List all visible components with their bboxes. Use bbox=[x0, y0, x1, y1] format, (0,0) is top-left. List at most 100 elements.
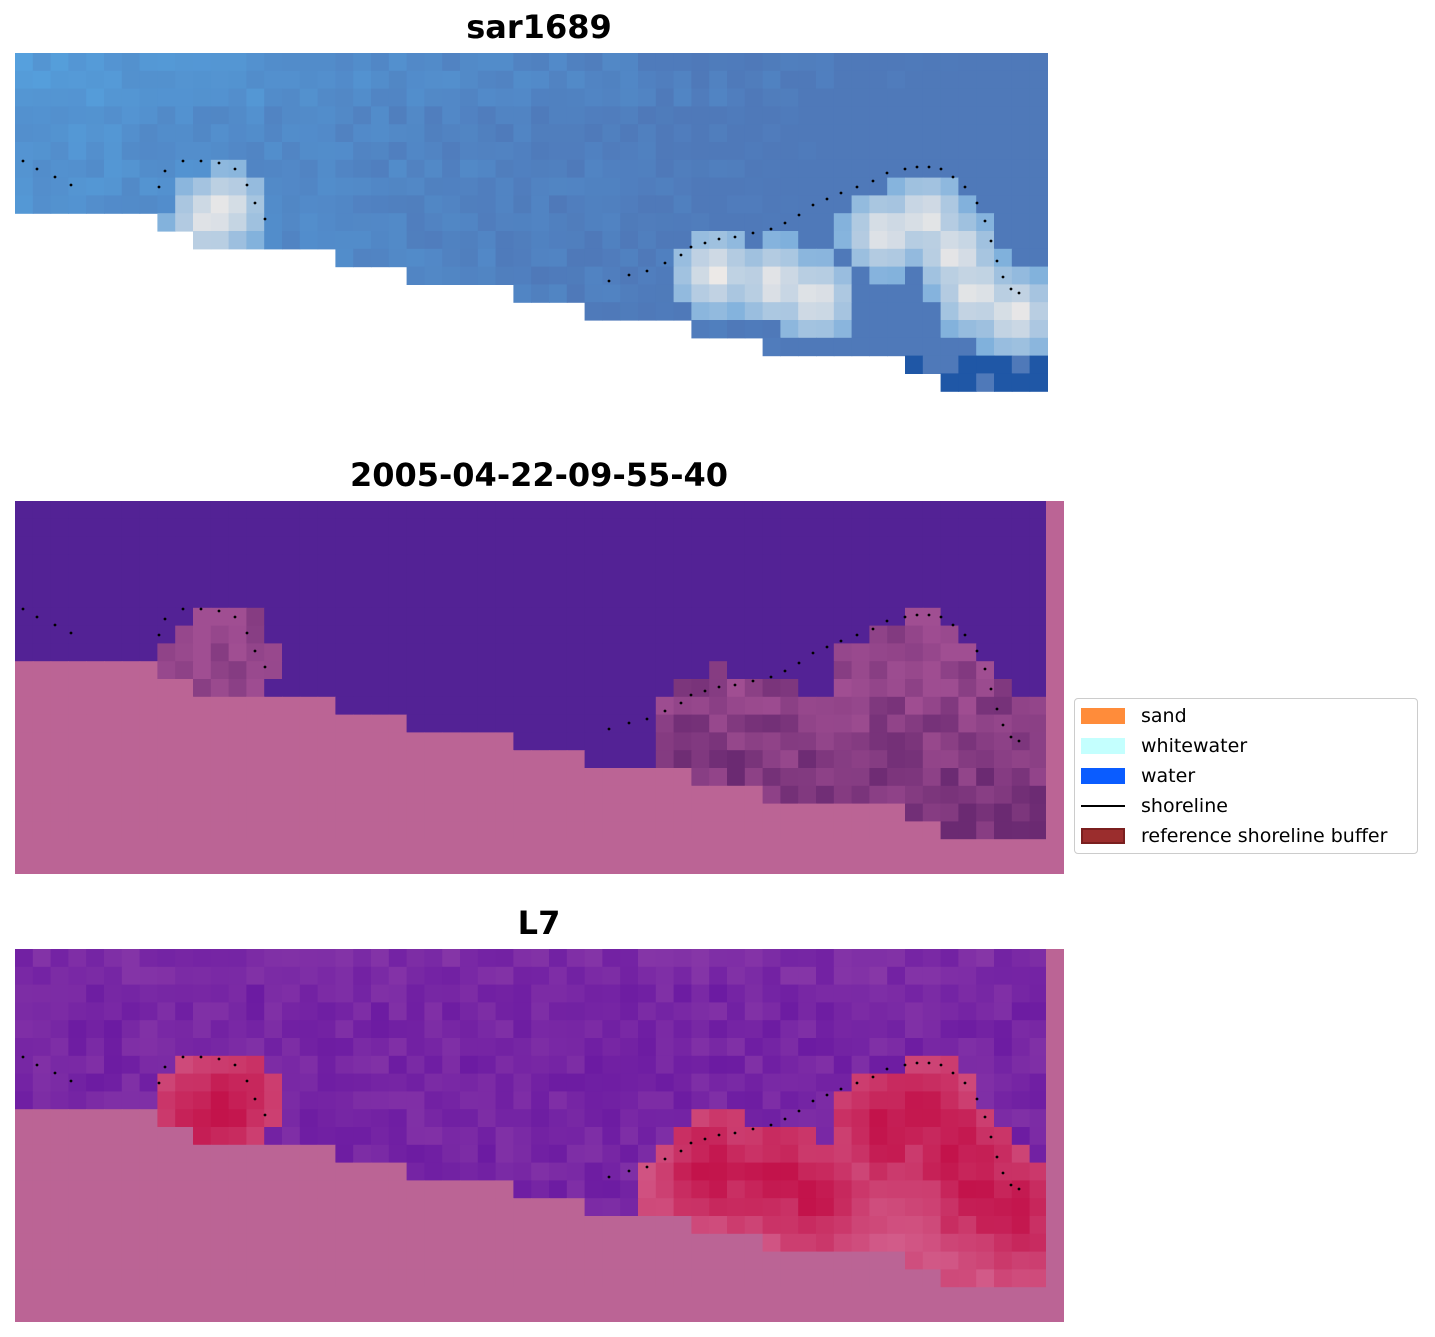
pixel-cell bbox=[68, 590, 87, 609]
pixel-cell bbox=[353, 966, 372, 986]
pixel-cell bbox=[566, 821, 586, 840]
pixel-cell bbox=[299, 1162, 319, 1181]
pixel-cell bbox=[15, 1091, 34, 1110]
pixel-cell bbox=[299, 679, 319, 698]
pixel-cell bbox=[86, 142, 105, 161]
pixel-cell bbox=[940, 1269, 959, 1288]
pixel-cell bbox=[549, 785, 568, 805]
pixel-cell bbox=[477, 106, 497, 125]
pixel-cell bbox=[1011, 501, 1031, 520]
pixel-cell bbox=[50, 536, 69, 555]
pixel-cell bbox=[869, 572, 888, 591]
pixel-cell bbox=[175, 1073, 194, 1092]
pixel-cell bbox=[104, 53, 123, 72]
pixel-cell bbox=[744, 1055, 764, 1075]
pixel-cell bbox=[1029, 661, 1048, 680]
pixel-cell bbox=[246, 70, 265, 90]
pixel-cell bbox=[780, 501, 799, 520]
pixel-cell bbox=[282, 1269, 301, 1288]
pixel-cell bbox=[513, 1180, 532, 1199]
pixel-cell bbox=[460, 213, 479, 232]
pixel-cell bbox=[602, 177, 621, 196]
pixel-cell bbox=[477, 88, 497, 107]
pixel-cell bbox=[353, 949, 372, 968]
pixel-cell bbox=[121, 1127, 141, 1146]
pixel-cell bbox=[976, 1020, 995, 1039]
pixel-cell bbox=[104, 1127, 123, 1146]
pixel-cell bbox=[744, 1233, 764, 1253]
pixel-cell bbox=[282, 1233, 301, 1253]
pixel-cell bbox=[816, 518, 835, 538]
pixel-cell bbox=[1011, 53, 1031, 72]
pixel-cell bbox=[228, 590, 247, 609]
pixel-cell bbox=[175, 1038, 194, 1057]
pixel-cell bbox=[922, 1109, 942, 1128]
pixel-cell bbox=[887, 1073, 906, 1092]
pixel-cell bbox=[976, 142, 995, 161]
shoreline-point bbox=[53, 1071, 57, 1075]
pixel-cell bbox=[816, 661, 835, 680]
pixel-cell bbox=[780, 1020, 799, 1039]
pixel-cell bbox=[264, 768, 283, 787]
pixel-cell bbox=[424, 124, 443, 143]
pixel-cell bbox=[531, 679, 550, 698]
pixel-cell bbox=[602, 821, 621, 840]
shoreline-point bbox=[951, 1071, 955, 1075]
shoreline-point bbox=[163, 1065, 167, 1069]
pixel-cell bbox=[157, 518, 176, 538]
pixel-cell bbox=[887, 768, 906, 787]
pixel-cell bbox=[798, 501, 817, 520]
pixel-cell bbox=[388, 248, 408, 268]
pixel-cell bbox=[940, 1144, 959, 1164]
pixel-cell bbox=[210, 1216, 230, 1235]
pixel-cell bbox=[175, 984, 194, 1003]
pixel-cell bbox=[531, 643, 550, 662]
shoreline-point bbox=[689, 693, 693, 697]
pixel-cell bbox=[424, 1162, 443, 1181]
pixel-cell bbox=[1029, 231, 1048, 250]
pixel-cell bbox=[86, 536, 105, 555]
pixel-cell bbox=[833, 732, 853, 751]
pixel-cell bbox=[1011, 1180, 1031, 1199]
pixel-cell bbox=[584, 124, 603, 143]
pixel-cell bbox=[32, 1109, 52, 1128]
pixel-cell bbox=[833, 1073, 853, 1092]
pixel-cell bbox=[620, 1144, 639, 1164]
pixel-cell bbox=[691, 1216, 710, 1235]
pixel-cell bbox=[816, 159, 835, 179]
pixel-cell bbox=[32, 159, 52, 179]
pixel-cell bbox=[175, 1020, 194, 1039]
pixel-cell bbox=[994, 373, 1013, 392]
pixel-cell bbox=[922, 501, 942, 520]
pixel-cell bbox=[958, 607, 977, 627]
pixel-cell bbox=[104, 88, 123, 107]
pixel-cell bbox=[513, 696, 532, 716]
pixel-cell bbox=[1011, 1109, 1031, 1128]
pixel-cell bbox=[228, 1251, 247, 1270]
pixel-cell bbox=[371, 949, 390, 968]
pixel-cell bbox=[406, 785, 425, 805]
pixel-cell bbox=[727, 643, 746, 662]
pixel-cell bbox=[976, 518, 995, 538]
pixel-cell bbox=[994, 966, 1013, 986]
pixel-cell bbox=[531, 803, 550, 822]
pixel-cell bbox=[816, 1216, 835, 1235]
pixel-cell bbox=[584, 696, 603, 716]
pixel-cell bbox=[388, 1144, 408, 1164]
pixel-cell bbox=[15, 88, 34, 107]
pixel-cell bbox=[655, 590, 675, 609]
pixel-cell bbox=[958, 696, 977, 716]
pixel-cell bbox=[833, 554, 853, 573]
pixel-cell bbox=[727, 536, 746, 555]
pixel-cell bbox=[798, 1198, 817, 1217]
pixel-cell bbox=[371, 821, 390, 840]
pixel-cell bbox=[744, 1162, 764, 1181]
pixel-cell bbox=[282, 572, 301, 591]
pixel-cell bbox=[86, 518, 105, 538]
pixel-cell bbox=[335, 53, 354, 72]
pixel-cell bbox=[424, 607, 443, 627]
pixel-cell bbox=[264, 213, 283, 232]
pixel-cell bbox=[228, 732, 247, 751]
pixel-cell bbox=[139, 750, 158, 769]
pixel-cell bbox=[887, 142, 906, 161]
